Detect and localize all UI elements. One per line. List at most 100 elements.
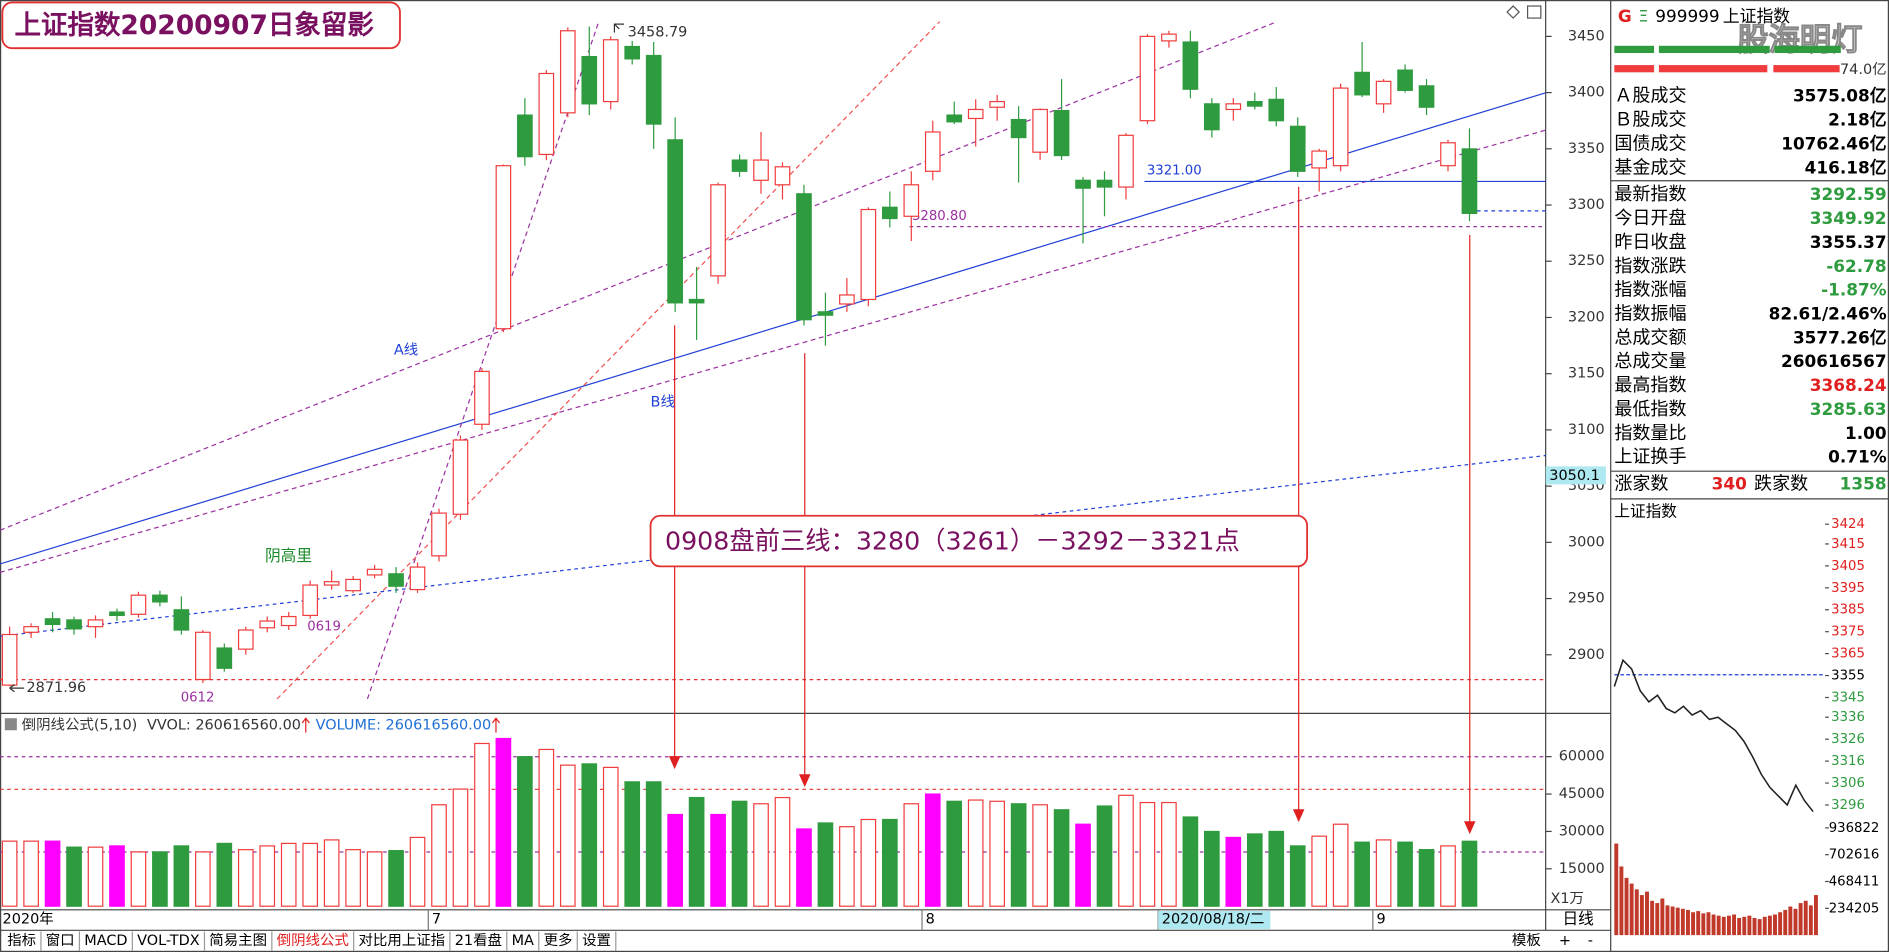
note: 0908盘前三线：3280（3261）－3292－3321点	[665, 526, 1240, 555]
arrow-head	[1464, 821, 1476, 835]
watermark: 股海明灯	[1737, 22, 1862, 58]
volume-bar	[431, 804, 447, 907]
volume-bar	[216, 842, 233, 907]
toolbar-tab[interactable]: 倒阴线公式	[277, 932, 349, 949]
y-tick-label: 234205	[1829, 901, 1880, 916]
toolbar-tab[interactable]: 指标	[7, 932, 36, 949]
toolbar-tab[interactable]: 窗口	[46, 931, 75, 949]
toolbar-tab[interactable]: 21看盘	[455, 931, 502, 949]
row-value: 3577.26亿	[1793, 327, 1887, 347]
toolbar-tab[interactable]: 更多	[544, 932, 573, 949]
volume-bar	[1053, 809, 1070, 907]
y-tick-label: 468411	[1829, 875, 1880, 890]
y-tick-label: 3355	[1831, 669, 1865, 684]
candle-body	[1268, 98, 1285, 122]
candle-body	[366, 568, 383, 576]
candle-body	[302, 584, 319, 617]
toolbar-button[interactable]: 模板	[1512, 931, 1541, 949]
row-label: 指数涨幅	[1614, 280, 1686, 301]
up-arrow	[491, 717, 501, 733]
icon[interactable]	[1506, 5, 1521, 19]
volume-bar	[989, 800, 1006, 907]
y-tick-label: 3415	[1831, 537, 1865, 552]
toolbar-button[interactable]: -	[1588, 933, 1593, 949]
toolbar-tab[interactable]: MA	[512, 933, 534, 949]
candle-body	[1289, 125, 1306, 172]
bar	[1658, 65, 1768, 73]
candle-body	[409, 566, 426, 591]
y-tick-label: 3296	[1831, 798, 1865, 813]
toolbar-tab[interactable]: 设置	[582, 932, 611, 949]
y-tick-label: 3450	[1568, 28, 1605, 44]
intraday-volume	[1706, 912, 1711, 936]
b-line	[0, 92, 1546, 565]
candle-body	[1418, 85, 1435, 108]
candle-body	[1246, 100, 1263, 107]
candle-body	[1397, 69, 1413, 91]
intraday-volume	[1773, 914, 1777, 936]
volume-bar	[495, 737, 512, 907]
row-value: 3292.59	[1810, 184, 1887, 204]
y-tick-label: 3300	[1568, 197, 1605, 213]
volume-bar	[1096, 805, 1113, 907]
y-tick-label: 3306	[1831, 776, 1865, 791]
volume-bar	[66, 846, 82, 907]
row-value: 3349.92	[1810, 208, 1887, 228]
high-pointer	[613, 23, 625, 33]
y-tick-label: 3326	[1831, 732, 1865, 747]
candle-body	[1311, 150, 1328, 169]
toolbar-tab[interactable]: VOL-TDX	[137, 933, 200, 949]
y-tick-label: 3365	[1831, 647, 1865, 662]
volume-bar	[1204, 830, 1220, 907]
candle-body	[774, 166, 791, 186]
toolbar-tab[interactable]: 对比用上证指	[358, 932, 445, 949]
row-value: 3575.08亿	[1793, 85, 1887, 105]
volume-bar	[839, 826, 855, 907]
intraday-volume	[1767, 915, 1772, 936]
support-line	[0, 454, 1546, 637]
toolbar-button[interactable]: +	[1559, 933, 1571, 949]
y-tick-label: 3316	[1831, 754, 1865, 769]
intraday-volume	[1670, 906, 1675, 936]
candle-body	[1096, 179, 1113, 188]
volume-bar	[1075, 823, 1091, 907]
x-tick-label: 7	[432, 911, 441, 927]
y-tick-label: 3424	[1831, 517, 1865, 532]
intraday-volume	[1721, 916, 1726, 936]
y-tick-label: 3350	[1568, 141, 1605, 157]
volume-bar	[967, 799, 984, 907]
candle-body	[1354, 71, 1370, 96]
volume-bar	[645, 781, 662, 907]
candle-body	[1010, 118, 1027, 139]
volume-bar	[1332, 823, 1349, 907]
volume-bar	[1, 840, 18, 907]
candle-body	[581, 56, 598, 105]
toolbar-tab[interactable]: 简易主图	[209, 932, 267, 949]
volume-bar	[1139, 801, 1156, 907]
pattern-label: 阴高里	[265, 546, 312, 565]
volume-bar	[409, 836, 426, 907]
intraday-volume	[1762, 916, 1767, 936]
volume-bar	[731, 800, 748, 907]
level-label: 3321.00	[1147, 164, 1202, 179]
volume-bar	[366, 851, 383, 907]
intraday-volume	[1701, 913, 1706, 936]
bar	[1614, 45, 1655, 54]
volume-bar	[817, 822, 834, 907]
candle-body	[152, 594, 168, 603]
volume-bar	[1010, 803, 1027, 907]
volume-bar	[688, 796, 705, 907]
volume-bar	[796, 828, 812, 907]
row-value: 2.18亿	[1828, 110, 1887, 130]
candle-body	[924, 131, 941, 172]
volume-bar	[581, 763, 598, 907]
candle-body	[667, 139, 683, 304]
toolbar-tab[interactable]: MACD	[84, 933, 127, 949]
x-tick-label: 9	[1376, 911, 1385, 927]
intraday-volume	[1680, 908, 1685, 936]
candle-body	[688, 298, 705, 304]
vvol-label: VVOL: 260616560.00	[147, 717, 301, 733]
candle-body	[1, 633, 18, 686]
row-label: Ｂ股成交	[1614, 110, 1686, 131]
icon[interactable]	[1526, 5, 1542, 19]
